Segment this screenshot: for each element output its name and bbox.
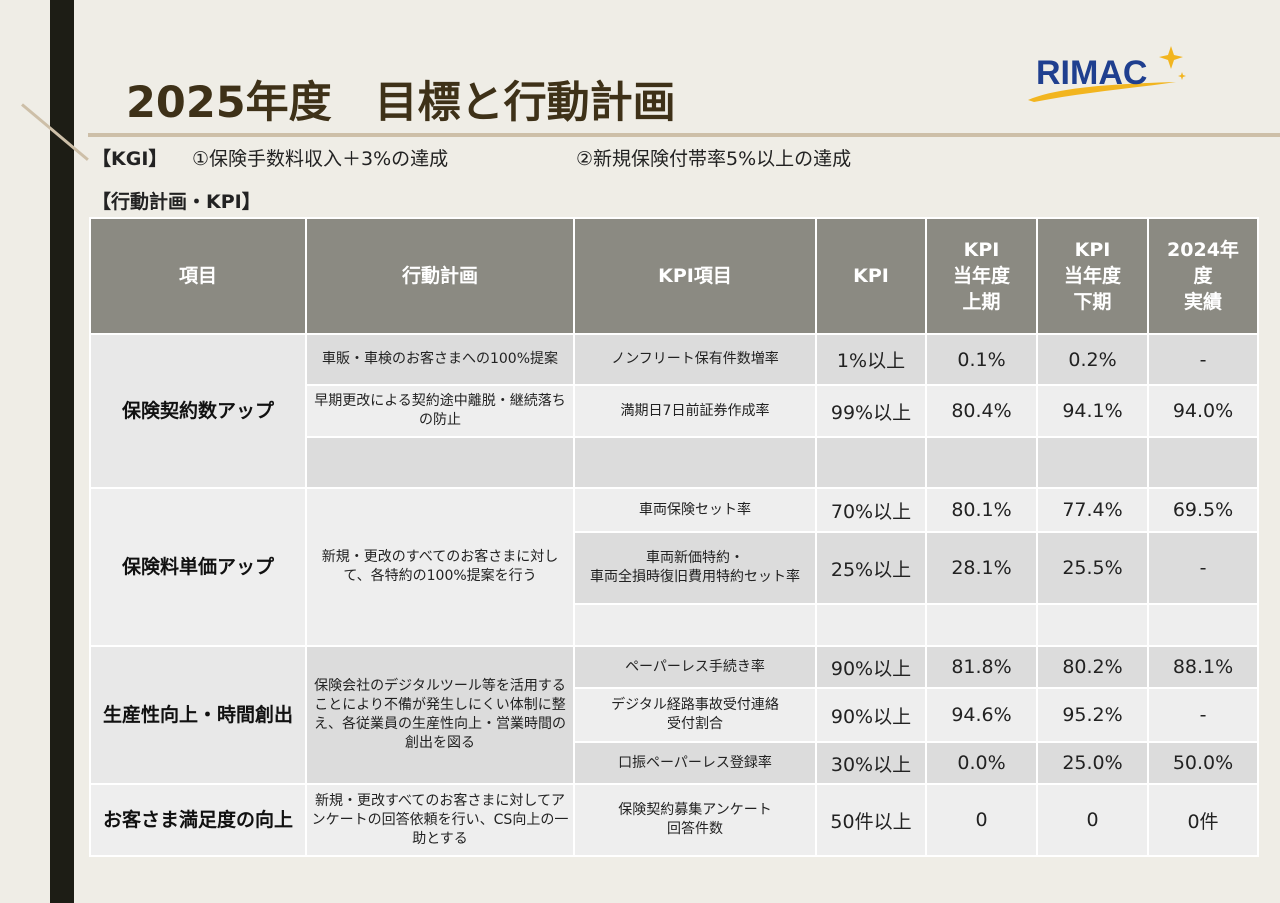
category-cell: 生産性向上・時間創出: [89, 645, 307, 785]
category-cell: 保険料単価アップ: [89, 487, 307, 647]
prev-cell: 50.0%: [1147, 741, 1259, 785]
kgi-goal-2: ②新規保険付帯率5%以上の達成: [576, 148, 852, 170]
h2-cell: 25.5%: [1036, 531, 1149, 605]
kgi-line: 【KGI】 ①保険手数料収入＋3%の達成 ②新規保険付帯率5%以上の達成: [92, 144, 851, 171]
kpi-cell: 50件以上: [815, 783, 927, 857]
h1-cell: 0.0%: [925, 741, 1038, 785]
kpi-item-cell: 保険契約募集アンケート 回答件数: [573, 783, 817, 857]
kpi-cell: [815, 436, 927, 489]
kgi-goal-1: ①保険手数料収入＋3%の達成: [192, 148, 449, 170]
kpi-item-cell: デジタル経路事故受付連絡 受付割合: [573, 687, 817, 743]
kpi-item-cell: 車両保険セット率: [573, 487, 817, 533]
header-kpi-item: KPI項目: [573, 217, 817, 335]
kpi-cell: 70%以上: [815, 487, 927, 533]
table-row: 生産性向上・時間創出 保険会社のデジタルツール等を活用することにより不備が発生し…: [89, 645, 1259, 785]
rimac-logo: RIMAC: [1028, 46, 1186, 102]
h1-cell: 81.8%: [925, 645, 1038, 689]
logo-text: RIMAC: [1036, 54, 1147, 92]
left-accent-bar: [50, 0, 74, 903]
prev-cell: [1147, 603, 1259, 647]
h2-cell: 25.0%: [1036, 741, 1149, 785]
kpi-item-cell: ノンフリート保有件数増率: [573, 333, 817, 386]
kpi-cell: [815, 603, 927, 647]
kpi-cell: 25%以上: [815, 531, 927, 605]
table-row: 保険料単価アップ 新規・更改のすべてのお客さまに対して、各特約の100%提案を行…: [89, 487, 1259, 647]
plan-cell: 車販・車検のお客さまへの100%提案: [305, 333, 575, 386]
kgi-label: 【KGI】: [92, 148, 168, 170]
kpi-table: 項目 行動計画 KPI項目 KPI KPI 当年度 上期 KPI 当年度 下期 …: [89, 217, 1259, 857]
h2-cell: 80.2%: [1036, 645, 1149, 689]
plan-cell: 新規・更改のすべてのお客さまに対して、各特約の100%提案を行う: [305, 487, 575, 647]
page-title: 2025年度 目標と行動計画: [126, 78, 676, 128]
kpi-cell: 1%以上: [815, 333, 927, 386]
kpi-item-cell: 口振ペーパーレス登録率: [573, 741, 817, 785]
h2-cell: 0.2%: [1036, 333, 1149, 386]
h1-cell: 94.6%: [925, 687, 1038, 743]
table-row: お客さま満足度の向上 新規・更改すべてのお客さまに対してアンケートの回答依頼を行…: [89, 783, 1259, 857]
plan-cell: 早期更改による契約途中離脱・継続落ちの防止: [305, 384, 575, 438]
header-h1: KPI 当年度 上期: [925, 217, 1038, 335]
h1-cell: 0.1%: [925, 333, 1038, 386]
prev-cell: 88.1%: [1147, 645, 1259, 689]
plan-cell: 保険会社のデジタルツール等を活用することにより不備が発生しにくい体制に整え、各従…: [305, 645, 575, 785]
header-h2: KPI 当年度 下期: [1036, 217, 1149, 335]
h1-cell: 80.4%: [925, 384, 1038, 438]
prev-cell: -: [1147, 687, 1259, 743]
header-plan: 行動計画: [305, 217, 575, 335]
table-row: 保険契約数アップ 車販・車検のお客さまへの100%提案 ノンフリート保有件数増率…: [89, 333, 1259, 489]
kpi-item-cell: ペーパーレス手続き率: [573, 645, 817, 689]
prev-cell: -: [1147, 333, 1259, 386]
kpi-item-cell: 満期日7日前証券作成率: [573, 384, 817, 438]
category-cell: 保険契約数アップ: [89, 333, 307, 489]
prev-cell: 69.5%: [1147, 487, 1259, 533]
h2-cell: 95.2%: [1036, 687, 1149, 743]
title-underline: [88, 133, 1280, 137]
kpi-cell: 90%以上: [815, 645, 927, 689]
prev-cell: 94.0%: [1147, 384, 1259, 438]
h2-cell: [1036, 436, 1149, 489]
kpi-item-cell: 車両新価特約・ 車両全損時復旧費用特約セット率: [573, 531, 817, 605]
header-kpi: KPI: [815, 217, 927, 335]
header-item: 項目: [89, 217, 307, 335]
h1-cell: 80.1%: [925, 487, 1038, 533]
kpi-cell: 90%以上: [815, 687, 927, 743]
header-prev-year: 2024年 度 実績: [1147, 217, 1259, 335]
kpi-item-cell: [573, 436, 817, 489]
prev-cell: [1147, 436, 1259, 489]
h2-cell: [1036, 603, 1149, 647]
table-row: 早期更改による契約途中離脱・継続落ちの防止 満期日7日前証券作成率 99%以上 …: [90, 384, 1259, 438]
h1-cell: [925, 436, 1038, 489]
h2-cell: 77.4%: [1036, 487, 1149, 533]
kpi-cell: 30%以上: [815, 741, 927, 785]
h1-cell: 28.1%: [925, 531, 1038, 605]
kpi-item-cell: [573, 603, 817, 647]
table-header-row: 項目 行動計画 KPI項目 KPI KPI 当年度 上期 KPI 当年度 下期 …: [89, 217, 1259, 335]
kpi-cell: 99%以上: [815, 384, 927, 438]
plan-cell: [305, 436, 575, 489]
plan-heading: 【行動計画・KPI】: [92, 191, 261, 213]
h1-cell: 0: [925, 783, 1038, 857]
prev-cell: -: [1147, 531, 1259, 605]
h2-cell: 0: [1036, 783, 1149, 857]
plan-cell: 新規・更改すべてのお客さまに対してアンケートの回答依頼を行い、CS向上の一助とす…: [305, 783, 575, 857]
star-icon: [1159, 46, 1183, 69]
h1-cell: [925, 603, 1038, 647]
prev-cell: 0件: [1147, 783, 1259, 857]
category-cell: お客さま満足度の向上: [89, 783, 307, 857]
h2-cell: 94.1%: [1036, 384, 1149, 438]
